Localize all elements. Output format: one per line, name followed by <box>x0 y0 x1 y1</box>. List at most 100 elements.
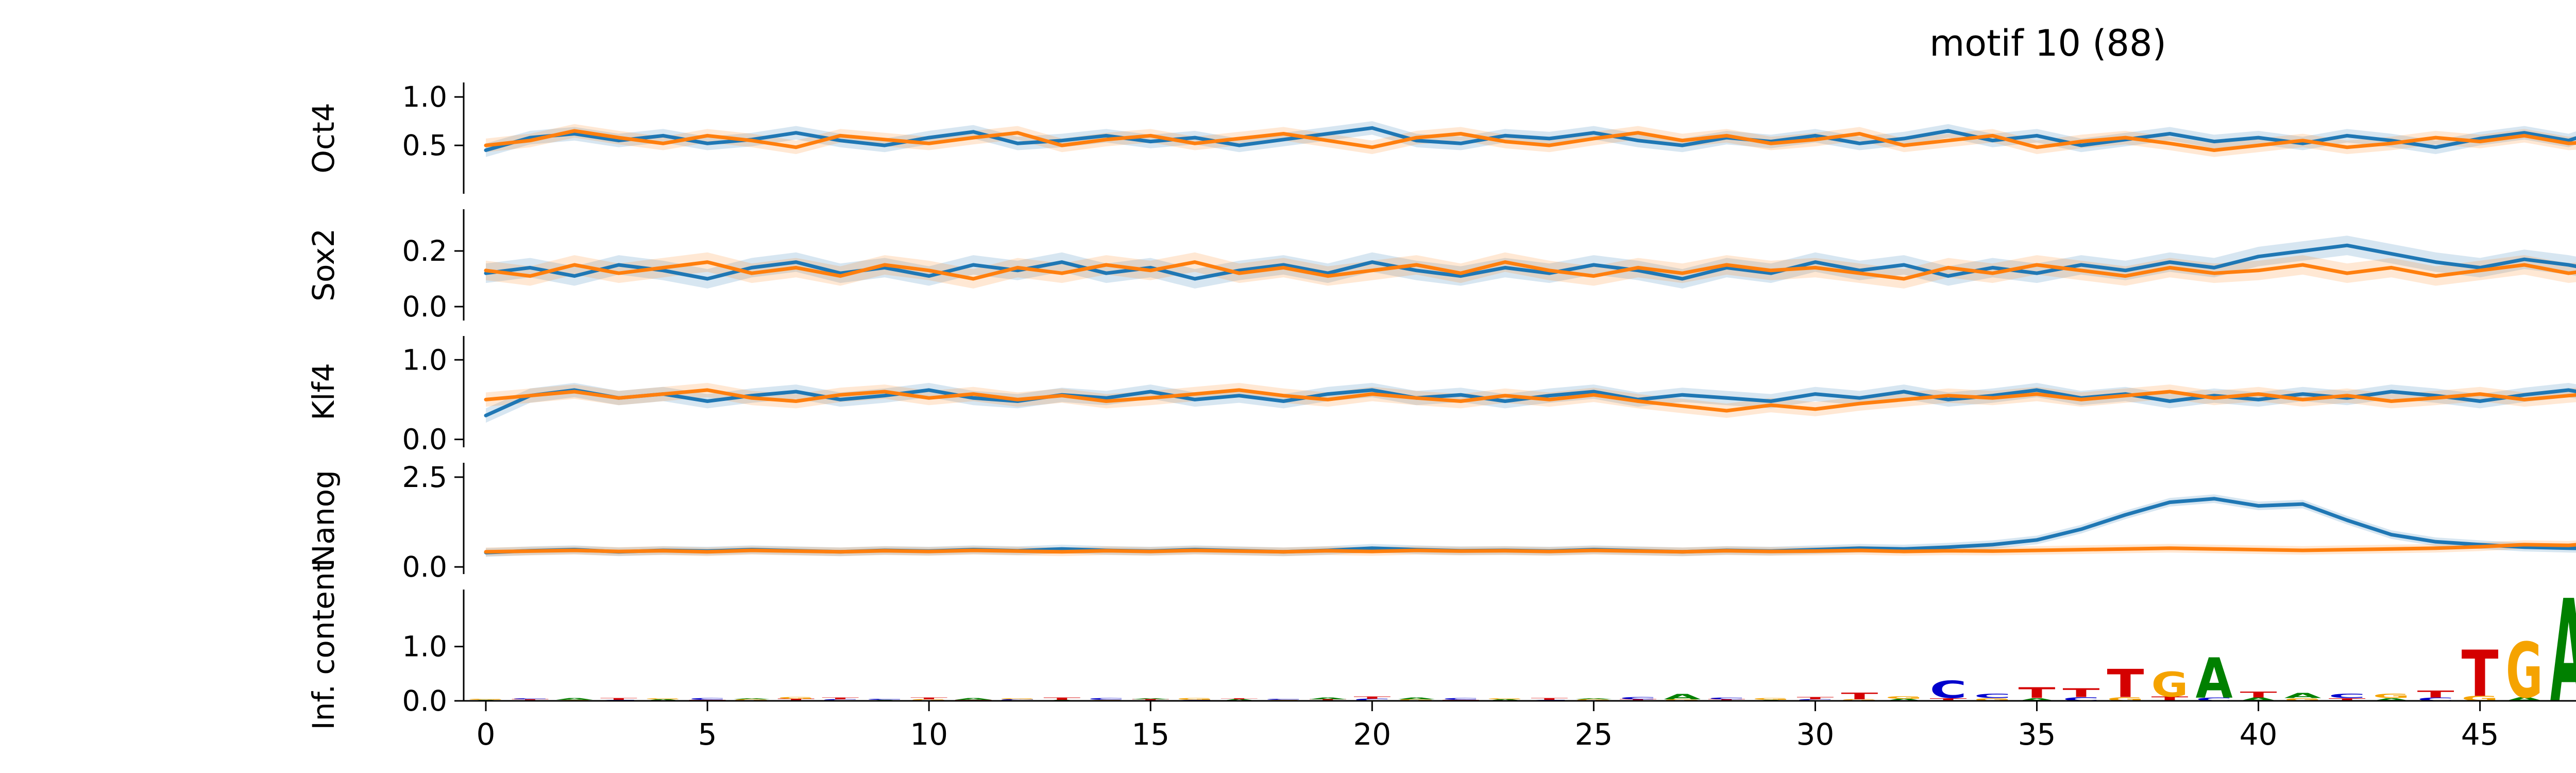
logo-letter-T: T <box>1043 697 1080 701</box>
logo-letter-T: T <box>2240 690 2277 699</box>
sox2-orange-line <box>484 260 2576 281</box>
logo-letter-A: A <box>2019 697 2056 701</box>
logo-letter-A: A <box>1309 697 1346 700</box>
logo-letter-G: G <box>2373 693 2410 699</box>
logo-letter-A: A <box>1575 698 1612 699</box>
logo-letter-T: T <box>2462 638 2499 712</box>
x-tick-label: 40 <box>2240 717 2278 752</box>
logo-letter-C: C <box>1265 698 1302 700</box>
figure-title: motif 10 (88) <box>1929 22 2166 64</box>
logo-letter-A: A <box>2284 692 2321 700</box>
panel-inf-content: AGTCGACTAGTCGATGCTACGTTACGATGCTACGATGCTA… <box>306 561 2576 735</box>
logo-letter-C: C <box>1974 693 2011 699</box>
x-tick-label: 5 <box>698 717 717 752</box>
logo-letter-A: A <box>955 698 992 700</box>
logo-letter-T: T <box>2107 661 2144 706</box>
x-tick-label: 10 <box>910 717 948 752</box>
logo-letter-C: C <box>1708 697 1745 700</box>
y-axis-label-sox2: Sox2 <box>306 228 341 301</box>
nanog-orange-line <box>484 543 2576 554</box>
y-tick-label: 0.0 <box>402 423 447 456</box>
klf4-orange-line <box>484 388 2576 413</box>
y-axis-label-inf-content: Inf. content <box>306 561 341 730</box>
y-tick-label: 0.0 <box>402 290 447 323</box>
logo-letter-C: C <box>1442 698 1479 700</box>
logo-letter-T: T <box>1531 698 1568 700</box>
logo-letter-C: C <box>1088 698 1125 700</box>
logo-letter-T: T <box>2417 688 2454 700</box>
logo-letter-A: A <box>2240 697 2277 702</box>
y-tick-label: 0.0 <box>402 684 447 717</box>
logo-letter-A: A <box>2506 696 2543 702</box>
panel-sox2: 0.0 0.2 Sox2 <box>306 209 2576 323</box>
logo-letter-C: C <box>512 698 549 699</box>
logo-letter-A: A <box>1398 697 1435 700</box>
x-tick-label: 20 <box>1353 717 1391 752</box>
logo-letter-C: C <box>689 698 726 700</box>
logo-letter-C: C <box>2063 696 2100 702</box>
logo-letter-G: G <box>2151 665 2189 705</box>
y-tick-label: 2.5 <box>402 461 447 494</box>
logo-letter-T: T <box>822 697 859 700</box>
x-axis: 0510152025303540455055606570 <box>464 700 2576 752</box>
oct4-orange-line <box>484 129 2576 152</box>
logo-letter-G: G <box>645 698 682 699</box>
logo-letter-T: T <box>910 697 947 700</box>
logo-letter-G: G <box>2284 697 2321 701</box>
logo-letter-A: A <box>556 698 593 700</box>
x-tick-label: 35 <box>2018 717 2056 752</box>
logo-letter-G: G <box>1752 698 1789 700</box>
nanog-blue-line <box>484 497 2576 554</box>
y-tick-label: 0.2 <box>402 234 447 267</box>
logo-letter-G: G <box>1886 695 1923 699</box>
x-tick-label: 0 <box>477 717 496 752</box>
panels-group: 0.5 1.0 Oct4 0.0 0.2 Sox2 0.0 1.0 Klf4 0.0 2.5 Nano… <box>306 80 2576 752</box>
logo-letter-C: C <box>1353 698 1391 702</box>
logo-letter-A: A <box>1132 698 1169 699</box>
panel-oct4: 0.5 1.0 Oct4 <box>306 80 2576 194</box>
logo-letter-G: G <box>2506 627 2543 715</box>
x-tick-label: 25 <box>1574 717 1613 752</box>
logo-letter-C: C <box>1930 677 1967 704</box>
logo-letter-G: G <box>1974 697 2011 701</box>
logo-letter-G: G <box>1176 698 1213 700</box>
klf4-blue-line <box>484 388 2576 417</box>
panel-klf4: 0.0 1.0 Klf4 <box>306 336 2576 456</box>
x-tick-label: 15 <box>1131 717 1170 752</box>
logo-letter-T: T <box>600 698 637 700</box>
x-tick-label: 45 <box>2461 717 2499 752</box>
logo-letter-C: C <box>866 698 903 700</box>
logo-letter-G: G <box>2107 696 2144 702</box>
y-tick-label: 1.0 <box>402 80 447 113</box>
oct4-blue-line <box>484 126 2576 152</box>
logo-letter-T: T <box>2329 697 2366 701</box>
logo-letter-C: C <box>2417 697 2454 702</box>
logo-letter-G: G <box>467 698 504 700</box>
sox2-blue-line <box>484 243 2576 281</box>
logo-letter-C: C <box>1619 696 1656 700</box>
logo-letter-G: G <box>999 698 1036 699</box>
y-axis-label-oct4: Oct4 <box>306 103 341 173</box>
logo-letter-C: C <box>2196 697 2233 702</box>
y-tick-label: 0.0 <box>402 550 447 583</box>
y-tick-label: 0.5 <box>402 129 447 162</box>
logo-letter-A: A <box>733 698 770 699</box>
y-tick-label: 1.0 <box>402 630 447 663</box>
logo-letter-T: T <box>1797 696 1834 700</box>
logo-letter-G: G <box>1486 698 1523 699</box>
logo-letter-A: A <box>1664 692 1701 701</box>
logo-letter-T: T <box>1221 698 1258 699</box>
logo-letter-T: T <box>1353 696 1391 699</box>
logo-letter-A: A <box>1886 698 1923 702</box>
x-tick-label: 30 <box>1797 717 1835 752</box>
logo-letter-C: C <box>2329 693 2366 699</box>
y-tick-label: 1.0 <box>402 343 447 376</box>
logo-letter-T: T <box>2019 684 2056 701</box>
logo-letter-T: T <box>1930 697 1967 701</box>
logo-letter-A: A <box>2373 697 2410 701</box>
y-axis-label-nanog: Nanog <box>306 470 341 567</box>
sox2-blue-band <box>486 236 2576 289</box>
panel-nanog: 0.0 2.5 Nanog <box>306 461 2576 583</box>
